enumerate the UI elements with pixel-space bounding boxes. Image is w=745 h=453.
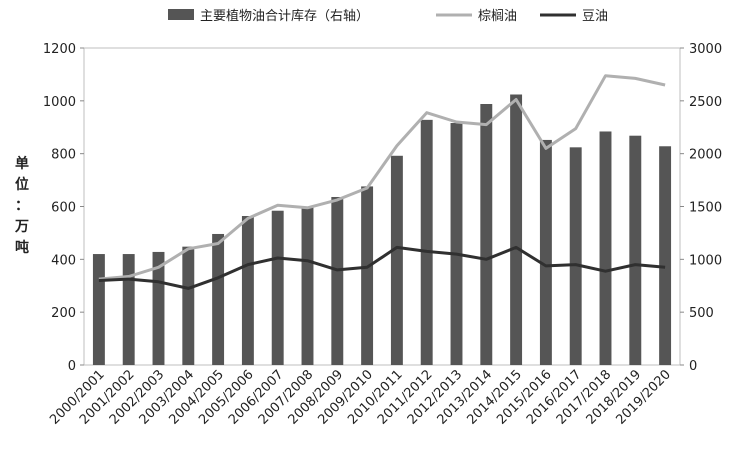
legend-label: 棕榈油 — [478, 9, 517, 24]
left-tick-label: 1200 — [43, 42, 76, 57]
bar — [539, 139, 552, 365]
bar — [212, 233, 225, 365]
line-palm-oil — [98, 74, 666, 281]
bar — [390, 155, 403, 365]
left-tick-label: 400 — [51, 253, 76, 268]
bar — [659, 146, 672, 365]
bar — [420, 119, 433, 365]
right-tick-label: 2500 — [689, 95, 722, 110]
bar — [569, 147, 582, 365]
legend-label: 主要植物油合计库存（右轴） — [200, 8, 369, 24]
legend-swatch — [168, 9, 194, 20]
bar — [510, 94, 523, 365]
left-tick-label: 600 — [51, 201, 76, 216]
right-tick-label: 1000 — [689, 253, 722, 268]
bar — [271, 210, 284, 365]
left-tick-label: 800 — [51, 148, 76, 163]
plot-frame — [83, 47, 681, 366]
bar — [599, 131, 612, 365]
line-series — [98, 74, 666, 290]
bar — [629, 135, 642, 365]
bar — [331, 196, 344, 365]
right-tick-label: 0 — [689, 359, 697, 374]
right-tick-label: 3000 — [689, 42, 722, 57]
legend: 主要植物油合计库存（右轴） 棕榈油 豆油 — [168, 8, 608, 24]
left-tick-label: 0 — [68, 359, 76, 374]
bar — [480, 104, 493, 366]
bar — [301, 206, 314, 365]
right-tick-label: 1500 — [689, 201, 722, 216]
left-tick-label: 200 — [51, 306, 76, 321]
bar — [122, 254, 135, 365]
bar — [361, 186, 374, 365]
bar — [152, 251, 165, 365]
right-tick-label: 2000 — [689, 148, 722, 163]
right-tick-label: 500 — [689, 306, 714, 321]
left-tick-label: 1000 — [43, 95, 76, 110]
bar — [92, 254, 105, 365]
y-axis-label: 单位：万吨 — [14, 155, 29, 256]
bar — [182, 246, 195, 365]
line-soybean-oil — [98, 245, 666, 290]
bar — [241, 216, 254, 365]
legend-label: 豆油 — [582, 9, 608, 24]
bar — [450, 123, 463, 365]
bar-series — [92, 94, 672, 366]
